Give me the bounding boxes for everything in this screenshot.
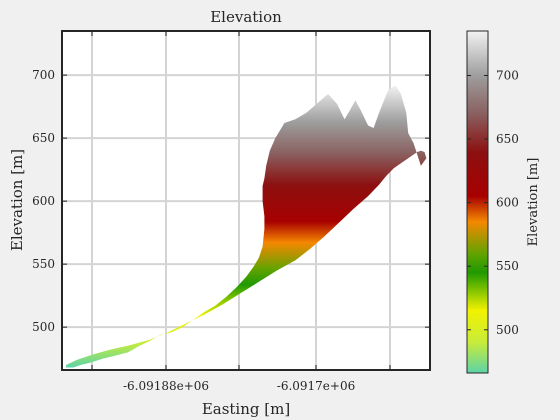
x-tick-label: -6.0917e+06 — [277, 379, 355, 393]
colorbar-tick-label: 600 — [496, 196, 519, 210]
y-tick-label: 700 — [32, 68, 55, 82]
colorbar-ticks: 500 550 600 650 700 — [467, 68, 519, 337]
colorbar-tick-label: 650 — [496, 132, 519, 146]
colorbar-tick-label: 550 — [496, 259, 519, 273]
chart-title: Elevation — [210, 8, 282, 26]
colorbar-tick-label: 500 — [496, 323, 519, 337]
y-tick-label: 550 — [32, 257, 55, 271]
x-tick-label: -6.09188e+06 — [123, 379, 209, 393]
colorbar — [466, 30, 489, 374]
colorbar-tick-label: 700 — [496, 68, 519, 82]
axis-ticks: 500 550 600 650 700 -6.09188e+06 -6.0917e+06 — [32, 31, 430, 393]
plot-frame — [61, 30, 431, 371]
y-tick-label: 600 — [32, 194, 55, 208]
x-axis-label: Easting [m] — [202, 400, 290, 418]
y-axis-label: Elevation [m] — [8, 149, 26, 251]
elevation-surface — [66, 85, 427, 368]
y-tick-label: 650 — [32, 131, 55, 145]
grid-lines — [62, 31, 430, 370]
colorbar-label: Elevation [m] — [526, 158, 541, 247]
y-tick-label: 500 — [32, 320, 55, 334]
